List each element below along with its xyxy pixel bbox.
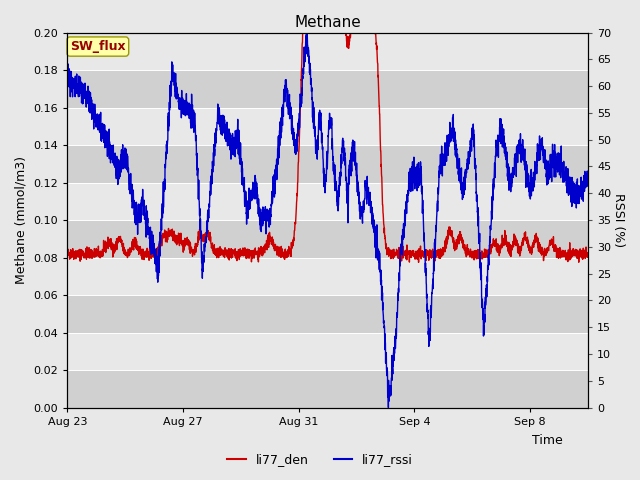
Text: Time: Time [532, 434, 563, 447]
Bar [67, 70, 588, 108]
Bar [67, 370, 588, 408]
Text: SW_flux: SW_flux [70, 40, 125, 53]
Title: Methane: Methane [294, 15, 361, 30]
Y-axis label: Methane (mmol/m3): Methane (mmol/m3) [15, 156, 28, 284]
Bar [67, 295, 588, 333]
Bar [67, 258, 588, 295]
Bar [67, 145, 588, 182]
Bar [67, 33, 588, 70]
Y-axis label: RSSI (%): RSSI (%) [612, 193, 625, 247]
Bar [67, 182, 588, 220]
Legend: li77_den, li77_rssi: li77_den, li77_rssi [222, 448, 418, 471]
Bar [67, 333, 588, 370]
Bar [67, 220, 588, 258]
Bar [67, 108, 588, 145]
